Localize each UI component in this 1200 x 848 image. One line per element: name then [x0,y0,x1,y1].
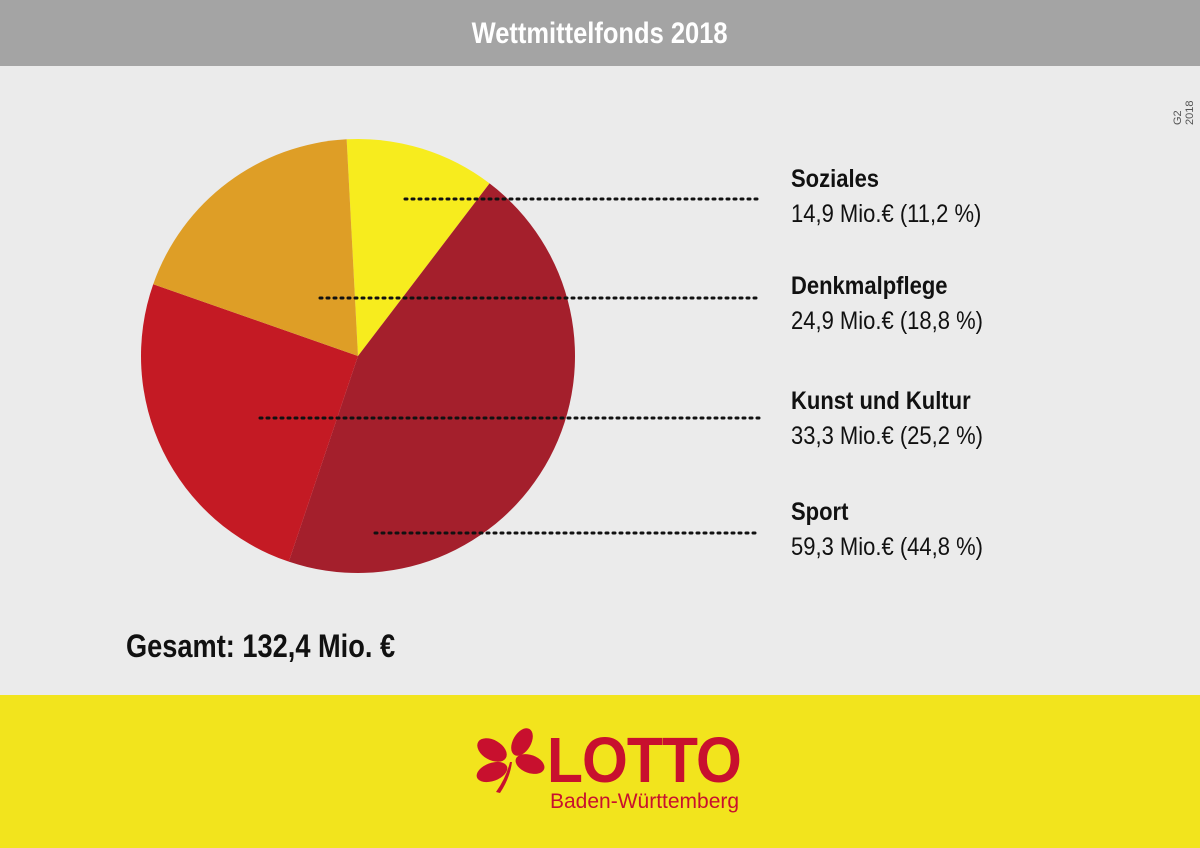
legend-value: 14,9 Mio.€ (11,2 %) [791,200,982,228]
legend-value: 59,3 Mio.€ (44,8 %) [791,533,983,561]
cloverleaf-icon [476,728,545,793]
footer [0,695,1200,848]
legend-sport: Sport 59,3 Mio.€ (44,8 %) [791,498,1009,562]
lotto-logo-subtitle: Baden-Württemberg [550,790,740,813]
title-bar: Wettmittelfonds 2018 [0,0,1200,66]
legend-value: 24,9 Mio.€ (18,8 %) [791,307,983,335]
chart-title: Wettmittelfonds 2018 [471,17,728,50]
legend-name: Sport [791,498,849,526]
pie-slice-kunst-und-kultur [140,284,358,562]
lotto-logo-text: LOTTO [547,724,742,796]
legend-soziales: Soziales 14,9 Mio.€ (11,2 %) [791,165,1007,229]
pie-slice-soziales [346,139,490,356]
legend-value: 33,3 Mio.€ (25,2 %) [791,422,983,450]
legend-denkmalpflege: Denkmalpflege 24,9 Mio.€ (18,8 %) [791,272,1009,336]
legend-kunst-und-kultur: Kunst und Kultur 33,3 Mio.€ (25,2 %) [791,387,1009,451]
pie-slice-sport [288,183,575,573]
total-label: Gesamt: 132,4 Mio. € [126,628,396,664]
legend-name: Soziales [791,165,880,193]
legend-name: Kunst und Kultur [791,387,971,415]
legend-name: Denkmalpflege [791,272,948,300]
pie-slice-denkmalpflege [153,139,358,356]
